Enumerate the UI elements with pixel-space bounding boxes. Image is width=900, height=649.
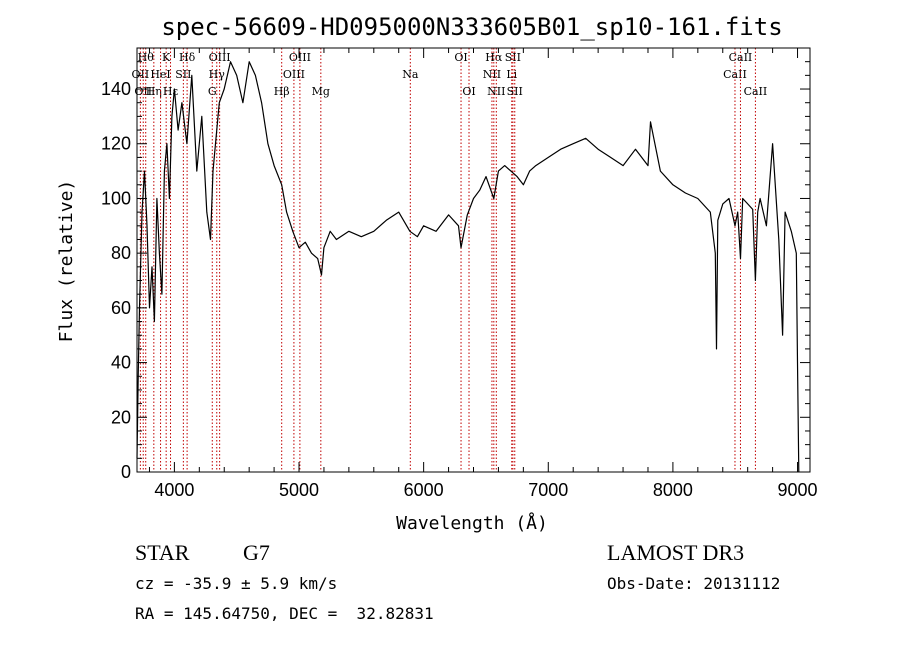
line-marker-label-12: Hβ	[274, 85, 290, 98]
line-marker-label-2: Hθ	[138, 51, 155, 64]
y-tick-label-0: 0	[121, 462, 131, 482]
line-marker-label-13: OIII	[283, 68, 305, 81]
line-marker-label-17: OI	[454, 51, 467, 64]
x-tick-label-0: 4000	[154, 480, 194, 500]
line-marker-label-11: OIII	[209, 51, 231, 64]
y-tick-label-4: 80	[111, 243, 131, 263]
line-marker-label-6: Hε	[163, 85, 179, 98]
x-axis-label: Wavelength (Å)	[396, 512, 548, 534]
y-axis: 0 20 40 60 80 100 120 140	[101, 61, 810, 482]
spectrum-line-0	[136, 61, 800, 473]
x-tick-label-2: 6000	[404, 480, 444, 500]
y-tick-label-7: 140	[101, 79, 131, 99]
y-tick-label-6: 120	[101, 134, 131, 154]
x-tick-label-3: 7000	[528, 480, 568, 500]
survey-name: LAMOST DR3	[607, 540, 745, 565]
line-marker-label-1: OII	[134, 85, 152, 98]
line-marker-label-24: SII	[507, 85, 523, 98]
line-marker-label-3: Hη	[146, 85, 162, 98]
line-marker-label-4: HeI	[150, 68, 170, 81]
line-marker-label-9: G	[208, 85, 217, 98]
x-tick-label-4: 8000	[653, 480, 693, 500]
coordinates: RA = 145.64750, DEC = 32.82831	[135, 604, 434, 623]
line-markers: OII OII Hθ Hη HeI K Hε SII Hδ G Hγ OIII Hβ OIII OIII Mg…	[132, 48, 768, 472]
line-marker-label-14: OIII	[289, 51, 311, 64]
line-marker-label-22: Li	[506, 68, 517, 81]
plot-frame	[136, 47, 811, 473]
line-marker-label-21: NII	[487, 85, 505, 98]
line-marker-label-7: SII	[175, 68, 191, 81]
line-marker-label-15: Mg	[312, 85, 330, 98]
line-marker-label-16: Na	[402, 68, 419, 81]
x-tick-label-5: 9000	[778, 480, 818, 500]
object-type: STAR	[135, 540, 190, 565]
line-marker-label-0: OII	[132, 68, 150, 81]
y-axis-label: Flux (relative)	[56, 180, 77, 343]
line-marker-label-27: CaII	[744, 85, 768, 98]
spectrum-series	[136, 61, 800, 473]
line-marker-label-10: Hγ	[209, 68, 226, 81]
y-tick-label-5: 100	[101, 188, 131, 208]
y-tick-label-3: 60	[111, 298, 131, 318]
line-marker-label-26: CaII	[729, 51, 753, 64]
x-tick-label-1: 5000	[279, 480, 319, 500]
radial-velocity: cz = -35.9 ± 5.9 km/s	[135, 574, 338, 593]
y-tick-label-1: 20	[111, 407, 131, 427]
chart-title: spec-56609-HD095000N333605B01_sp10-161.f…	[161, 13, 782, 41]
line-marker-label-25: CaII	[723, 68, 747, 81]
line-marker-label-8: Hδ	[179, 51, 196, 64]
line-marker-label-23: SII	[505, 51, 521, 64]
line-marker-label-19: NII	[483, 68, 501, 81]
y-tick-label-2: 40	[111, 353, 131, 373]
observation-date: Obs-Date: 20131112	[607, 574, 781, 593]
line-marker-label-5: K	[162, 51, 171, 64]
spectral-subclass: G7	[243, 540, 270, 565]
line-marker-label-20: Hα	[485, 51, 503, 64]
x-axis: 4000 5000 6000 7000 8000 9000	[148, 48, 818, 500]
line-marker-label-18: OI	[462, 85, 475, 98]
